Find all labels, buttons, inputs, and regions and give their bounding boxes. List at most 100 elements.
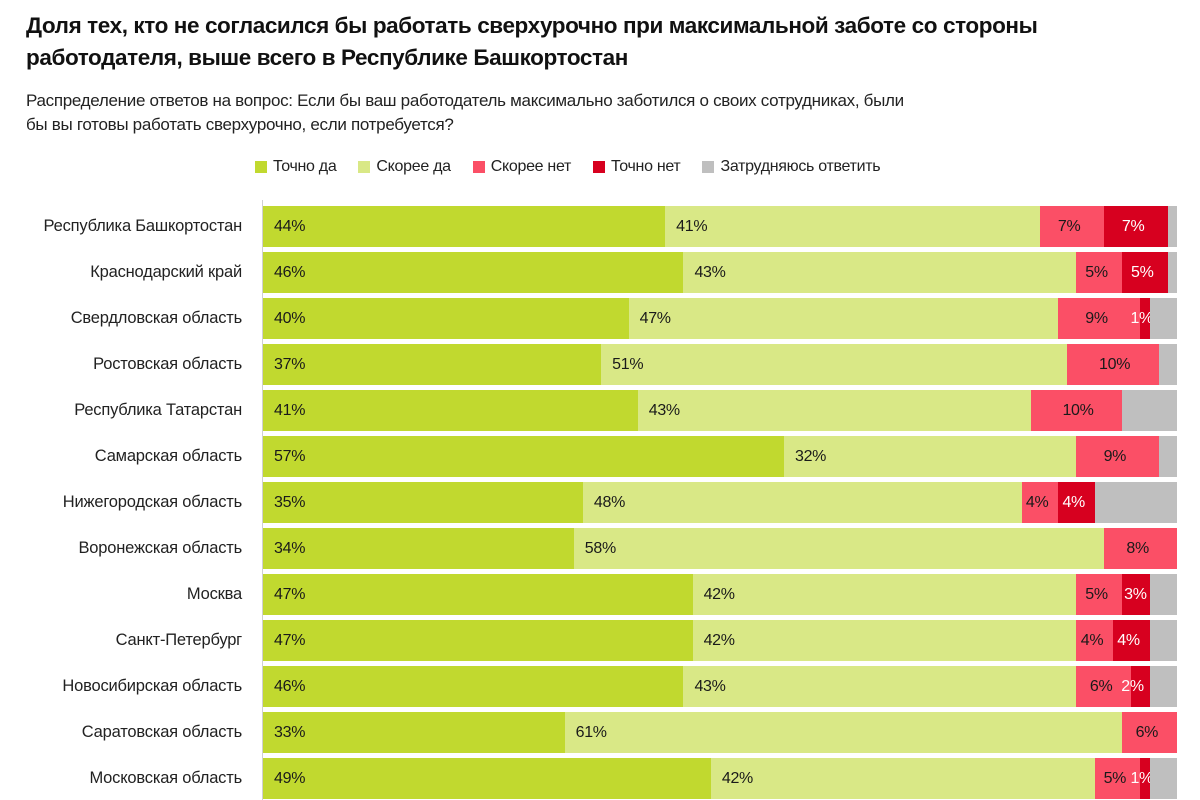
bar-segment: 5% (1094, 758, 1141, 799)
bar-segment: 1% (1130, 298, 1153, 339)
data-label: 44% (274, 218, 306, 235)
data-label: 37% (274, 356, 306, 373)
data-label: 57% (274, 448, 306, 465)
bar-segment: 2% (1121, 666, 1150, 707)
bar-segment: 48% (582, 482, 1022, 523)
legend-label: Скорее да (376, 158, 451, 175)
data-label: 47% (274, 586, 306, 603)
legend-swatch (593, 161, 606, 173)
legend-swatch (472, 161, 485, 173)
legend-item: Точно нет (593, 158, 681, 176)
bar-segment: 5% (1076, 252, 1123, 293)
legend-swatch (702, 161, 715, 173)
bar-segment (1149, 620, 1177, 661)
data-label: 43% (694, 264, 726, 281)
bar-segment (1149, 666, 1177, 707)
bar-segment: 42% (692, 620, 1077, 661)
bar-segment (1158, 344, 1177, 385)
data-label: 61% (575, 724, 607, 741)
data-label: 4% (1080, 632, 1104, 649)
bar-segment: 35% (263, 482, 583, 523)
bar-segment: 42% (710, 758, 1095, 799)
data-label: 4% (1062, 494, 1085, 511)
legend: Точно да Скорее да Скорее нет Точно нет Затр… (255, 157, 902, 177)
bar-segment: 9% (1076, 436, 1159, 477)
data-label: 43% (648, 402, 680, 419)
bar-segment: 43% (683, 252, 1077, 293)
data-label: 41% (676, 218, 708, 235)
data-label: 40% (274, 310, 306, 327)
data-label: 7% (1057, 218, 1081, 235)
category-label: Свердловская область (70, 309, 242, 327)
data-label: 42% (703, 586, 735, 603)
bar-segment: 46% (263, 666, 684, 707)
bar-segment: 6% (1076, 666, 1132, 707)
category-label: Краснодарский край (90, 263, 242, 281)
bar-segment: 34% (263, 528, 574, 569)
data-label: 47% (274, 632, 306, 649)
bar-segment: 41% (263, 390, 638, 431)
data-label: 6% (1135, 724, 1159, 741)
legend-label: Точно нет (611, 158, 681, 175)
bar-segment (1167, 206, 1177, 247)
bar-segment: 42% (692, 574, 1077, 615)
bar-segment: 4% (1113, 620, 1150, 661)
data-label: 7% (1121, 218, 1145, 235)
bar-segment: 47% (263, 620, 693, 661)
data-label: 10% (1099, 356, 1131, 373)
bar-segment: 43% (683, 666, 1077, 707)
bar-segment (1149, 574, 1177, 615)
bar-segment: 4% (1021, 482, 1059, 523)
data-label: 43% (694, 678, 726, 695)
bar-segment (1149, 758, 1177, 799)
bar-segment: 44% (263, 206, 666, 247)
data-label: 9% (1103, 448, 1127, 465)
bar-segment (1149, 298, 1177, 339)
data-label: 34% (274, 540, 306, 557)
category-label: Республика Татарстан (74, 401, 242, 419)
legend-label: Точно да (273, 158, 337, 175)
data-label: 42% (703, 632, 735, 649)
legend-item: Точно да (255, 158, 337, 176)
bar-segment (1122, 390, 1177, 431)
bar-segment: 37% (263, 344, 602, 385)
data-label: 49% (274, 770, 306, 787)
bar-segment: 51% (601, 344, 1068, 385)
data-label: 35% (274, 494, 306, 511)
bar-segment: 32% (783, 436, 1077, 477)
bar-segment: 4% (1076, 620, 1113, 661)
bar-segment: 33% (263, 712, 565, 753)
data-label: 1% (1130, 770, 1153, 787)
chart-subtitle: Распределение ответов на вопрос: Если бы… (26, 91, 904, 134)
bar-segment (1094, 482, 1177, 523)
data-label: 8% (1126, 540, 1149, 557)
bar-segment: 3% (1122, 574, 1150, 615)
data-label: 4% (1117, 632, 1140, 649)
bar-segment: 7% (1103, 206, 1168, 247)
data-label: 51% (612, 356, 644, 373)
data-label: 33% (274, 724, 306, 741)
data-label: 41% (274, 402, 306, 419)
bar-segment: 8% (1103, 528, 1177, 569)
bar-segment (1167, 252, 1177, 293)
bar-segment: 9% (1058, 298, 1141, 339)
bar-segment: 49% (263, 758, 711, 799)
bar-segment: 43% (637, 390, 1031, 431)
category-label: Ростовская область (93, 355, 242, 373)
legend-item: Затрудняюсь ответить (702, 158, 881, 176)
data-label: 5% (1131, 264, 1154, 281)
bar-segment: 4% (1058, 482, 1095, 523)
category-label: Республика Башкортостан (43, 217, 243, 235)
legend-item: Скорее нет (472, 158, 571, 176)
legend-item: Скорее да (358, 158, 451, 176)
bar-segment: 61% (564, 712, 1123, 753)
data-label: 2% (1121, 678, 1144, 695)
bar-segment: 46% (263, 252, 684, 293)
data-label: 3% (1124, 586, 1147, 603)
category-label: Нижегородская область (62, 493, 242, 511)
bar-segment: 7% (1039, 206, 1104, 247)
data-label: 5% (1085, 264, 1108, 281)
category-label: Самарская область (94, 447, 242, 465)
data-label: 48% (593, 494, 626, 511)
